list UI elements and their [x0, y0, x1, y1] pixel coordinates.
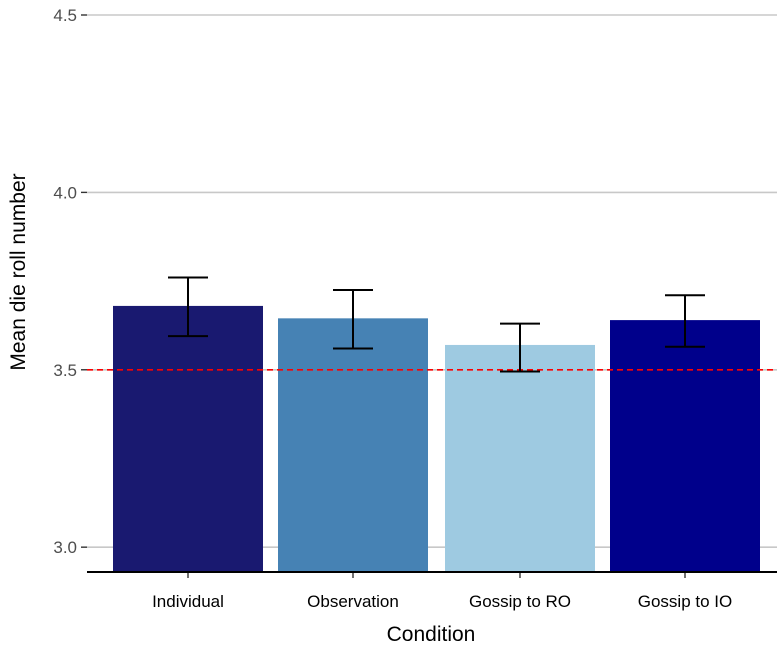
x-tick-label: Gossip to IO [638, 592, 732, 611]
bar [278, 318, 428, 572]
y-tick-label: 3.0 [53, 538, 77, 557]
axis-labels: 3.0 3.5 4.0 4.5 Individual Observation Gossip … [53, 6, 732, 611]
y-tick-label: 3.5 [53, 361, 77, 380]
y-tick-label: 4.0 [53, 183, 77, 202]
bars [113, 305, 760, 572]
bar [610, 320, 760, 572]
x-tick-label: Gossip to RO [469, 592, 571, 611]
x-tick-label: Individual [152, 592, 224, 611]
bar [445, 344, 595, 572]
axes [81, 14, 777, 578]
bar [113, 305, 263, 572]
y-axis-title: Mean die roll number [7, 173, 30, 370]
y-tick-label: 4.5 [53, 6, 77, 25]
error-bars [168, 276, 705, 373]
x-tick-label: Observation [307, 592, 399, 611]
x-axis-title: Condition [387, 623, 476, 646]
